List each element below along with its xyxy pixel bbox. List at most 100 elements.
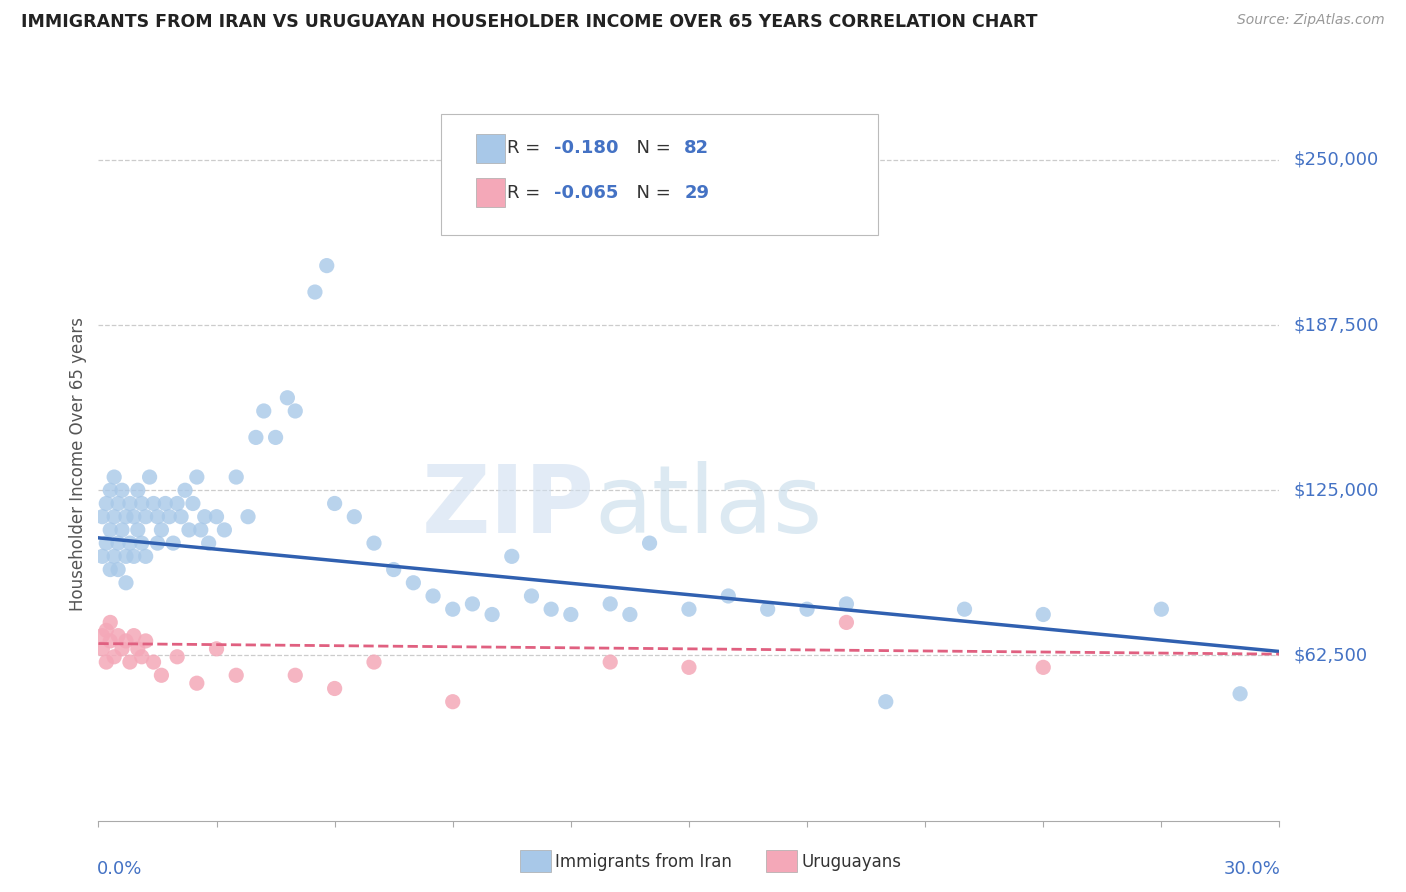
Point [111, 641, 134, 656]
Bar [477, 178, 505, 207]
Point [138, 470, 160, 484]
Point [118, 536, 141, 550]
Point [150, 668, 173, 682]
Point [131, 649, 153, 664]
Point [115, 509, 138, 524]
Point [107, 563, 129, 577]
Point [363, 655, 385, 669]
Point [382, 563, 405, 577]
Text: 82: 82 [685, 139, 710, 157]
Point [875, 695, 897, 709]
Point [197, 536, 219, 550]
Point [264, 430, 287, 444]
Text: 30.0%: 30.0% [1223, 860, 1281, 878]
Point [135, 634, 157, 648]
Point [122, 549, 145, 564]
Point [245, 430, 267, 444]
Point [796, 602, 818, 616]
Point [150, 523, 173, 537]
Point [441, 695, 464, 709]
Point [127, 523, 149, 537]
Point [115, 549, 138, 564]
Point [481, 607, 503, 622]
Point [155, 496, 177, 510]
Point [107, 536, 129, 550]
Point [96, 624, 118, 638]
Point [146, 509, 169, 524]
Point [599, 597, 621, 611]
Point [284, 404, 307, 418]
Point [115, 575, 138, 590]
Text: $125,000: $125,000 [1294, 482, 1379, 500]
Point [118, 655, 141, 669]
Point [315, 259, 337, 273]
Point [131, 496, 153, 510]
Point [96, 536, 118, 550]
Point [678, 660, 700, 674]
Point [190, 523, 212, 537]
Point [98, 615, 121, 630]
Point [177, 523, 200, 537]
Point [1032, 660, 1054, 674]
Point [343, 509, 366, 524]
Point [103, 649, 125, 664]
Point [96, 655, 118, 669]
Point [205, 509, 228, 524]
Point [619, 607, 641, 622]
Point [953, 602, 976, 616]
Point [142, 496, 165, 510]
FancyBboxPatch shape [441, 114, 877, 235]
Point [142, 655, 165, 669]
Point [441, 602, 464, 616]
Point [91, 629, 114, 643]
Point [111, 483, 134, 498]
Point [402, 575, 425, 590]
Point [103, 549, 125, 564]
Point [205, 641, 228, 656]
Point [98, 563, 121, 577]
Point [122, 629, 145, 643]
Text: ZIP: ZIP [422, 460, 595, 553]
Point [91, 509, 114, 524]
Point [131, 536, 153, 550]
Point [560, 607, 582, 622]
Text: IMMIGRANTS FROM IRAN VS URUGUAYAN HOUSEHOLDER INCOME OVER 65 YEARS CORRELATION C: IMMIGRANTS FROM IRAN VS URUGUAYAN HOUSEH… [21, 13, 1038, 31]
Point [678, 602, 700, 616]
Point [461, 597, 484, 611]
Text: R =: R = [508, 184, 546, 202]
Point [638, 536, 661, 550]
Point [276, 391, 298, 405]
Y-axis label: Householder Income Over 65 years: Householder Income Over 65 years [69, 317, 87, 611]
Point [717, 589, 740, 603]
Text: Source: ZipAtlas.com: Source: ZipAtlas.com [1237, 13, 1385, 28]
Text: 29: 29 [685, 184, 709, 202]
Text: $250,000: $250,000 [1294, 151, 1379, 169]
Point [107, 496, 129, 510]
Point [186, 676, 208, 690]
Text: atlas: atlas [595, 460, 823, 553]
Point [115, 634, 138, 648]
Point [284, 668, 307, 682]
Point [107, 629, 129, 643]
Text: 0.0%: 0.0% [97, 860, 142, 878]
Point [146, 536, 169, 550]
Point [122, 509, 145, 524]
Point [157, 509, 180, 524]
Text: Uruguayans: Uruguayans [801, 853, 901, 871]
Point [174, 483, 197, 498]
Point [1032, 607, 1054, 622]
Point [186, 470, 208, 484]
Point [599, 655, 621, 669]
Point [1229, 687, 1251, 701]
Point [323, 681, 346, 696]
Point [540, 602, 562, 616]
Bar [477, 134, 505, 162]
Point [162, 536, 184, 550]
Point [304, 285, 326, 299]
Text: -0.065: -0.065 [554, 184, 619, 202]
Point [501, 549, 523, 564]
Point [166, 649, 188, 664]
Point [98, 483, 121, 498]
Point [363, 536, 385, 550]
Point [118, 496, 141, 510]
